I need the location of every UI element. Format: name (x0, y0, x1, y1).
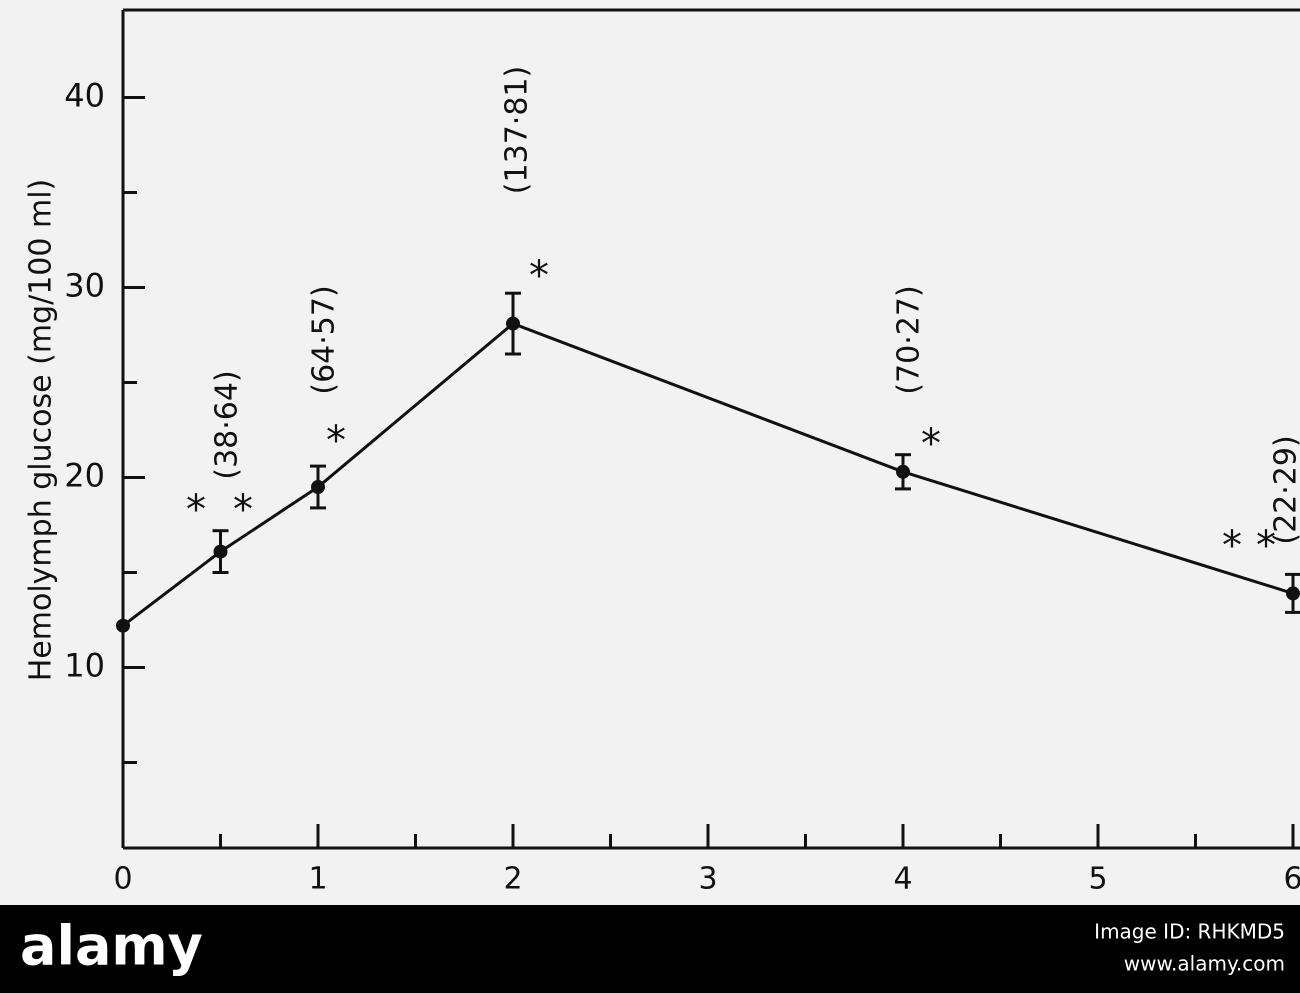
significance-star: * (921, 421, 941, 467)
point (213, 544, 228, 559)
x-tick-label: 2 (503, 862, 522, 897)
background (0, 0, 1300, 905)
url: www.alamy.com (1124, 952, 1285, 976)
point (506, 316, 520, 331)
significance-star: * (1222, 523, 1242, 569)
x-tick-label: 4 (893, 862, 912, 897)
y-axis-label: Hemolymph glucose (mg/100 ml) (24, 179, 59, 682)
y-tick-label: 30 (64, 267, 105, 305)
x-tick-label: 1 (308, 862, 327, 897)
image-id: Image ID: RHKMD5 (1094, 920, 1285, 944)
point (1286, 586, 1300, 601)
line (122, 321, 1294, 627)
y-tick-label: 40 (64, 77, 105, 115)
annotation: (70·27) (892, 285, 927, 394)
x-tick-label: 3 (698, 862, 717, 897)
y-tick-label: 20 (64, 457, 105, 495)
x-tick-label: 6 (1283, 862, 1300, 897)
x-tick-label: 0 (113, 862, 132, 897)
significance-star: * (1256, 523, 1276, 569)
significance-star: * (529, 253, 549, 299)
point (116, 618, 130, 633)
point (311, 480, 325, 494)
x-tick-label: 5 (1088, 862, 1107, 897)
significance-star: * (233, 487, 253, 533)
significance-star: * (326, 418, 346, 464)
point (896, 464, 910, 479)
annotation: (38·64) (210, 370, 245, 479)
brand: alamy (20, 915, 203, 978)
watermark-band (0, 905, 1300, 993)
annotation: (137·81) (500, 66, 535, 194)
significance-star: * (186, 487, 206, 533)
annotation: (22·29) (1269, 435, 1300, 544)
y-tick-label: 10 (64, 647, 105, 685)
annotation: (64·57) (307, 285, 342, 394)
